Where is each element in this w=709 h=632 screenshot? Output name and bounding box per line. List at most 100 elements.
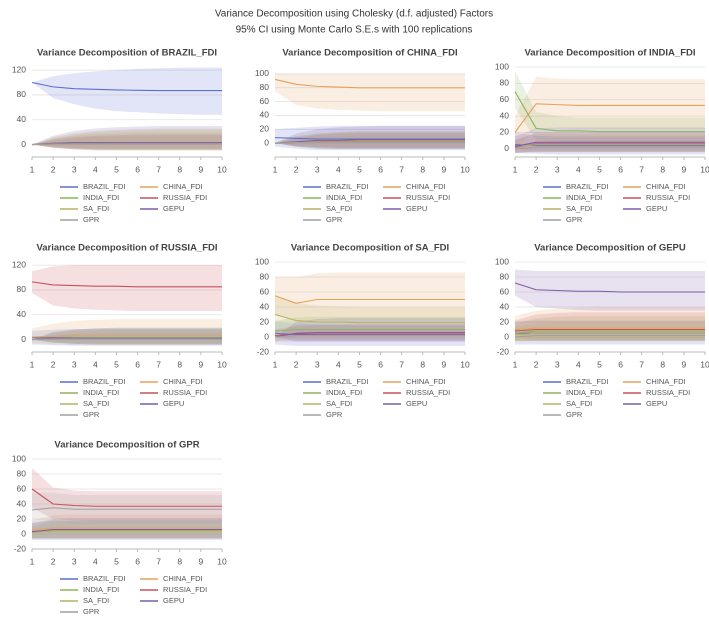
series-line: [31, 338, 222, 341]
series-line: [274, 78, 465, 89]
x-tick-label: 5: [357, 164, 362, 174]
x-tick-label: 5: [114, 359, 119, 369]
x-tick-label: 4: [93, 164, 98, 174]
x-tick-label: 6: [135, 164, 140, 174]
x-tick-label: 6: [135, 359, 140, 369]
series-line: [514, 141, 705, 147]
x-tick-label: 7: [156, 164, 161, 174]
series-line: [274, 295, 465, 304]
series-line: [31, 281, 222, 288]
legend-label: RUSSIA_FDI: [163, 585, 207, 594]
ci-band: [32, 67, 222, 115]
legend-label: SA_FDI: [83, 399, 109, 408]
x-tick-label: 8: [177, 164, 182, 174]
legend-label: RUSSIA_FDI: [163, 388, 207, 397]
ci-band: [32, 128, 222, 151]
x-tick-label: 5: [114, 556, 119, 566]
x-tick-label: 7: [639, 164, 644, 174]
legend-label: SA_FDI: [566, 399, 592, 408]
series-line: [31, 335, 222, 338]
series-line: [514, 146, 705, 150]
legend-label: SA_FDI: [326, 204, 352, 213]
legend-label: INDIA_FDI: [83, 585, 119, 594]
x-tick-label: 3: [315, 359, 320, 369]
chart-subtitle: 95% CI using Monte Carlo S.E.s with 100 …: [236, 25, 473, 36]
legend-label: SA_FDI: [326, 399, 352, 408]
ci-band: [515, 127, 705, 153]
series-line: [31, 143, 222, 146]
y-tick-label: 100: [495, 61, 509, 71]
chart-title: Variance Decomposition using Cholesky (d…: [215, 9, 493, 20]
legend-label: INDIA_FDI: [326, 193, 362, 202]
x-tick-label: 4: [336, 164, 341, 174]
series-line: [514, 330, 705, 334]
legend-label: RUSSIA_FDI: [163, 193, 207, 202]
x-tick-label: 6: [618, 164, 623, 174]
x-tick-label: 8: [177, 556, 182, 566]
series-line: [31, 529, 222, 534]
y-tick-label: 40: [500, 301, 510, 311]
x-tick-label: 7: [399, 359, 404, 369]
legend-label: GPR: [326, 215, 343, 224]
legend-label: BRAZIL_FDI: [83, 377, 126, 386]
legend-label: GEPU: [406, 399, 427, 408]
y-tick-label: 60: [260, 286, 270, 296]
x-tick-label: 3: [72, 164, 77, 174]
legend-label: BRAZIL_FDI: [326, 182, 369, 191]
legend-label: CHINA_FDI: [406, 182, 446, 191]
legend-label: INDIA_FDI: [566, 388, 602, 397]
legend-label: BRAZIL_FDI: [83, 574, 126, 583]
series-line: [274, 334, 465, 338]
series-line: [31, 142, 222, 146]
y-tick-label: 0: [504, 331, 509, 341]
x-tick-label: 10: [217, 359, 227, 369]
x-tick-label: 8: [420, 164, 425, 174]
ci-band: [275, 125, 465, 150]
x-tick-label: 3: [555, 359, 560, 369]
x-tick-label: 10: [460, 164, 470, 174]
series-line: [31, 488, 222, 507]
x-tick-label: 1: [30, 164, 35, 174]
ci-band: [32, 514, 222, 539]
y-tick-label: 0: [504, 143, 509, 153]
series-line: [514, 143, 705, 148]
x-tick-label: 4: [93, 556, 98, 566]
series-line: [514, 144, 705, 147]
series-line: [274, 313, 465, 324]
series-line: [31, 507, 222, 511]
series-line: [274, 328, 465, 332]
series-line: [274, 137, 465, 140]
x-tick-label: 2: [51, 164, 56, 174]
legend-label: BRAZIL_FDI: [566, 182, 609, 191]
series-line: [31, 528, 222, 533]
x-tick-label: 2: [294, 164, 299, 174]
x-tick-label: 9: [442, 164, 447, 174]
x-tick-label: 9: [199, 164, 204, 174]
x-tick-label: 4: [576, 359, 581, 369]
legend-label: GEPU: [646, 204, 667, 213]
x-tick-label: 5: [357, 359, 362, 369]
x-tick-label: 2: [534, 359, 539, 369]
legend-label: SA_FDI: [566, 204, 592, 213]
ci-band: [275, 125, 465, 151]
x-tick-label: 3: [72, 556, 77, 566]
x-tick-label: 5: [597, 164, 602, 174]
y-tick-label: 120: [12, 64, 26, 74]
x-tick-label: 2: [51, 556, 56, 566]
x-tick-label: 9: [682, 359, 687, 369]
panel-title: Variance Decomposition of GPR: [54, 440, 199, 451]
legend-label: GEPU: [406, 204, 427, 213]
y-tick-label: 100: [255, 256, 269, 266]
y-tick-label: 80: [500, 271, 510, 281]
y-tick-label: 40: [17, 309, 27, 319]
y-tick-label: 100: [255, 68, 269, 78]
series-line: [31, 530, 222, 534]
ci-band: [515, 322, 705, 342]
y-tick-label: 40: [500, 110, 510, 120]
y-tick-label: -20: [14, 543, 27, 553]
y-tick-label: 0: [21, 139, 26, 149]
legend-label: SA_FDI: [83, 596, 109, 605]
legend-label: CHINA_FDI: [646, 182, 686, 191]
panel-title: Variance Decomposition of RUSSIA_FDI: [36, 243, 217, 254]
